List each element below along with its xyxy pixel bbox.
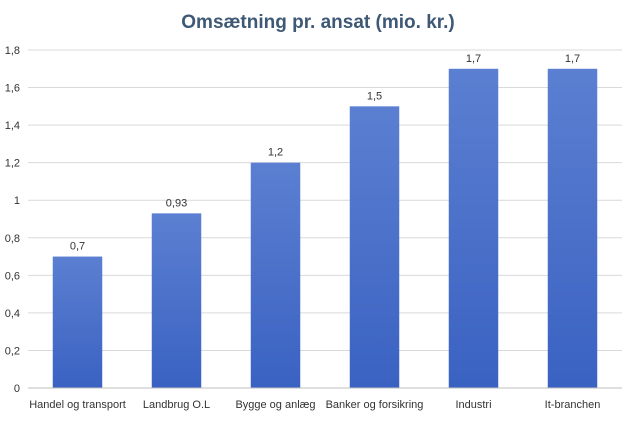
data-labels: 0,7 0,93 1,2 1,5 1,7 1,7 bbox=[70, 53, 580, 253]
y-tick-label: 0 bbox=[14, 383, 20, 395]
y-tick-label: 0,6 bbox=[5, 270, 20, 282]
bar bbox=[448, 68, 499, 389]
x-category-label: It-branchen bbox=[545, 399, 601, 411]
x-category-label: Landbrug O.L bbox=[143, 399, 210, 411]
x-category-label: Bygge og anlæg bbox=[235, 399, 315, 411]
x-axis-categories: Handel og transport Landbrug O.L Bygge og … bbox=[29, 399, 600, 411]
bar bbox=[52, 256, 103, 388]
data-label: 0,93 bbox=[166, 197, 187, 209]
chart-title: Omsætning pr. ansat (mio. kr.) bbox=[181, 12, 454, 33]
y-axis-ticks: 0 0,2 0,4 0,6 0,8 1 1,2 1,4 1,6 1,8 bbox=[5, 45, 20, 395]
y-tick-label: 0,4 bbox=[5, 308, 20, 320]
y-tick-label: 0,8 bbox=[5, 233, 20, 245]
x-category-label: Banker og forsikring bbox=[326, 399, 424, 411]
y-tick-label: 1,4 bbox=[5, 120, 20, 132]
data-label: 1,7 bbox=[565, 53, 580, 65]
data-label: 1,5 bbox=[367, 90, 382, 102]
x-category-label: Industri bbox=[455, 399, 491, 411]
x-category-label: Handel og transport bbox=[29, 399, 126, 411]
data-label: 1,2 bbox=[268, 147, 283, 159]
data-label: 1,7 bbox=[466, 53, 481, 65]
y-tick-label: 1,6 bbox=[5, 83, 20, 95]
y-tick-label: 1,2 bbox=[5, 158, 20, 170]
y-tick-label: 1,8 bbox=[5, 45, 20, 57]
bar bbox=[151, 213, 202, 388]
bar bbox=[547, 68, 598, 389]
bar bbox=[349, 106, 400, 388]
gridlines bbox=[28, 49, 622, 351]
bar bbox=[250, 162, 301, 388]
data-label: 0,7 bbox=[70, 241, 85, 253]
y-tick-label: 0,2 bbox=[5, 345, 20, 357]
bars bbox=[52, 68, 598, 389]
y-tick-label: 1 bbox=[14, 195, 20, 207]
